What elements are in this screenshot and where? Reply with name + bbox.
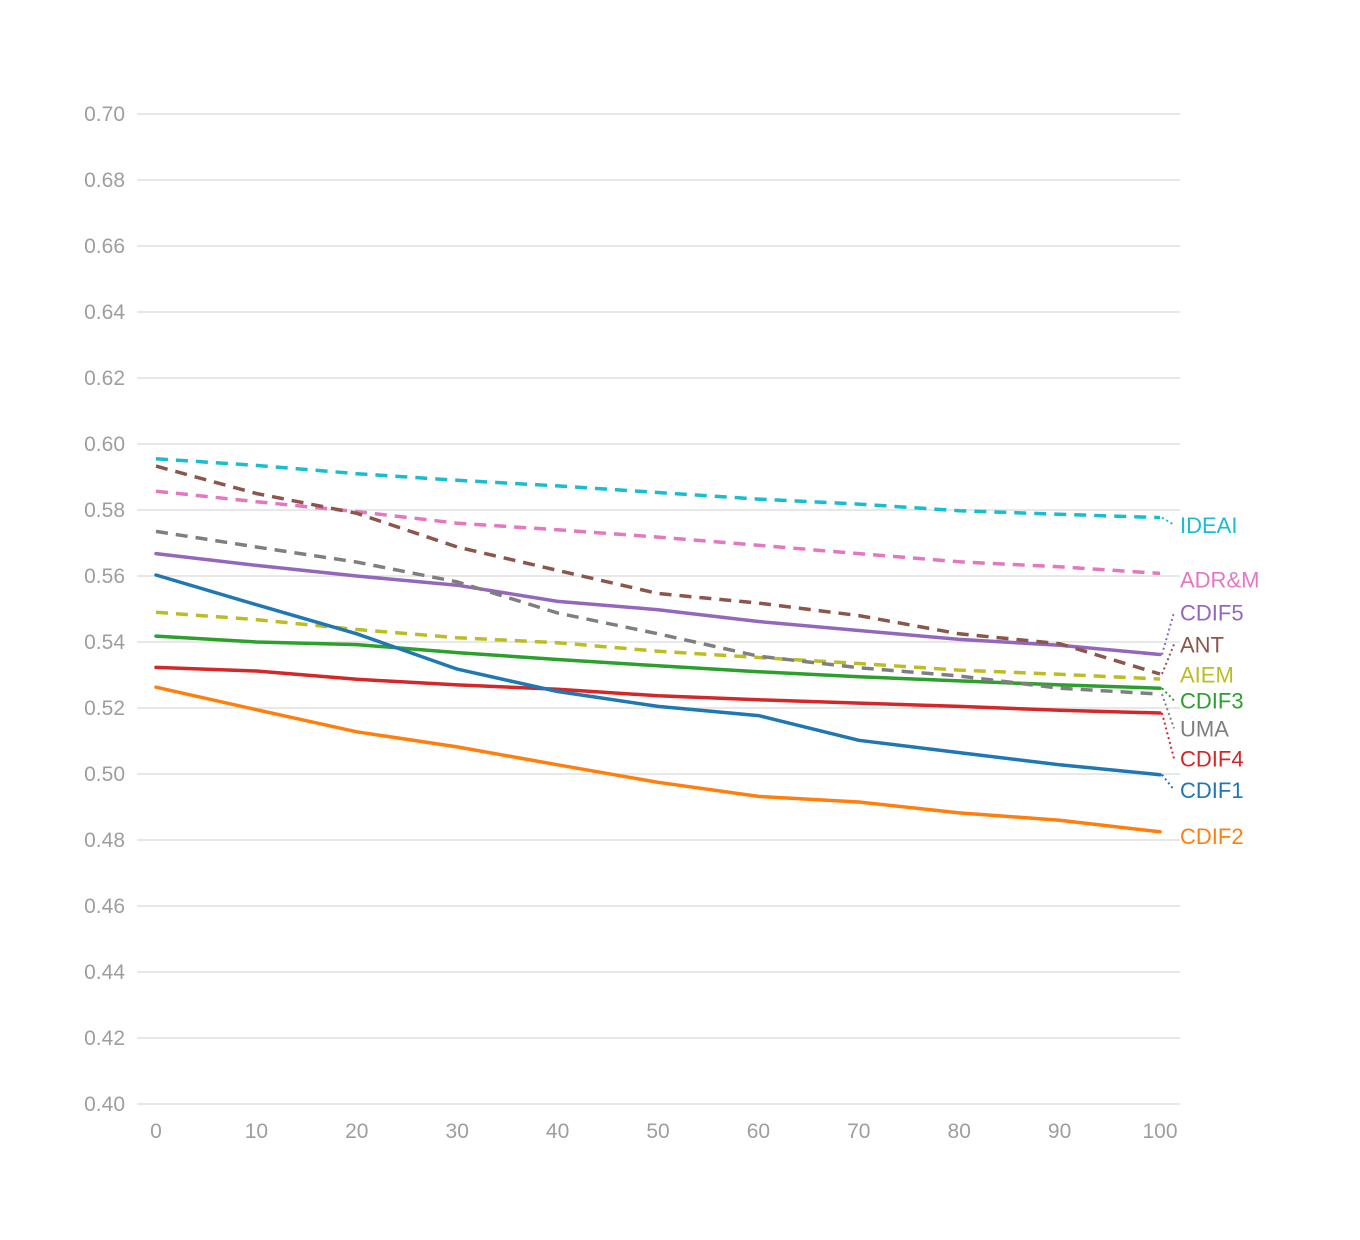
y-tick-label: 0.44 [84,961,125,984]
series-line-cdif3 [154,634,1162,690]
label-connector [1161,687,1175,702]
series-label: UMA [1180,716,1229,741]
x-tick-label: 100 [1142,1120,1177,1143]
label-connector [1161,612,1175,655]
series-label: ADR&M [1180,567,1259,592]
series-label: CDIF3 [1180,688,1244,713]
x-tick-label: 70 [847,1120,870,1143]
y-tick-label: 0.66 [84,235,125,258]
series-label: CDIF4 [1180,746,1244,771]
y-tick-label: 0.70 [84,103,125,126]
label-connectors [1161,516,1175,791]
series-label: CDIF1 [1180,778,1244,803]
x-tick-label: 50 [646,1120,669,1143]
series-label: CDIF5 [1180,600,1244,625]
x-tick-label: 20 [345,1120,368,1143]
series-label: AIEM [1180,662,1234,687]
y-tick-label: 0.62 [84,367,125,390]
y-axis-tick-labels: 0.40 0.42 0.44 0.46 0.48 0.50 0.52 0.54 0.56 0.58… [84,103,125,1116]
y-tick-label: 0.42 [84,1027,125,1050]
series-line-aiem [155,610,1161,681]
x-axis-tick-labels: 0 10 20 30 40 50 60 70 80 90 100 [150,1120,1177,1143]
x-tick-label: 0 [150,1120,162,1143]
y-tick-label: 0.64 [84,301,125,324]
x-tick-label: 30 [446,1120,469,1143]
gridlines [137,113,1180,1105]
y-tick-label: 0.56 [84,565,125,588]
series-line-cdif2 [154,685,1162,834]
series-label: ANT [1180,632,1224,657]
y-tick-label: 0.50 [84,763,125,786]
y-tick-label: 0.60 [84,433,125,456]
series-label: CDIF2 [1180,824,1244,849]
x-tick-label: 60 [747,1120,770,1143]
label-connector [1161,693,1175,729]
y-tick-label: 0.58 [84,499,125,522]
series-line-adr-m [155,489,1161,576]
y-tick-label: 0.40 [84,1093,125,1116]
y-tick-label: 0.46 [84,895,125,918]
y-tick-label: 0.52 [84,697,125,720]
series-line-uma [155,529,1161,696]
label-connector [1161,712,1175,759]
series-lines [154,457,1162,834]
x-tick-label: 90 [1048,1120,1071,1143]
series-label: IDEAI [1180,513,1237,538]
label-connector [1161,516,1175,526]
series-line-cdif1 [154,573,1162,777]
label-connector [1161,774,1175,791]
series-line-cdif4 [154,665,1162,715]
y-tick-label: 0.54 [84,631,125,654]
series-line-cdif5 [154,551,1162,657]
x-tick-label: 10 [245,1120,268,1143]
series-line-ideai [155,457,1161,520]
y-tick-label: 0.68 [84,169,125,192]
x-tick-label: 80 [948,1120,971,1143]
y-tick-label: 0.48 [84,829,125,852]
x-tick-label: 40 [546,1120,569,1143]
label-connector [1161,643,1175,675]
